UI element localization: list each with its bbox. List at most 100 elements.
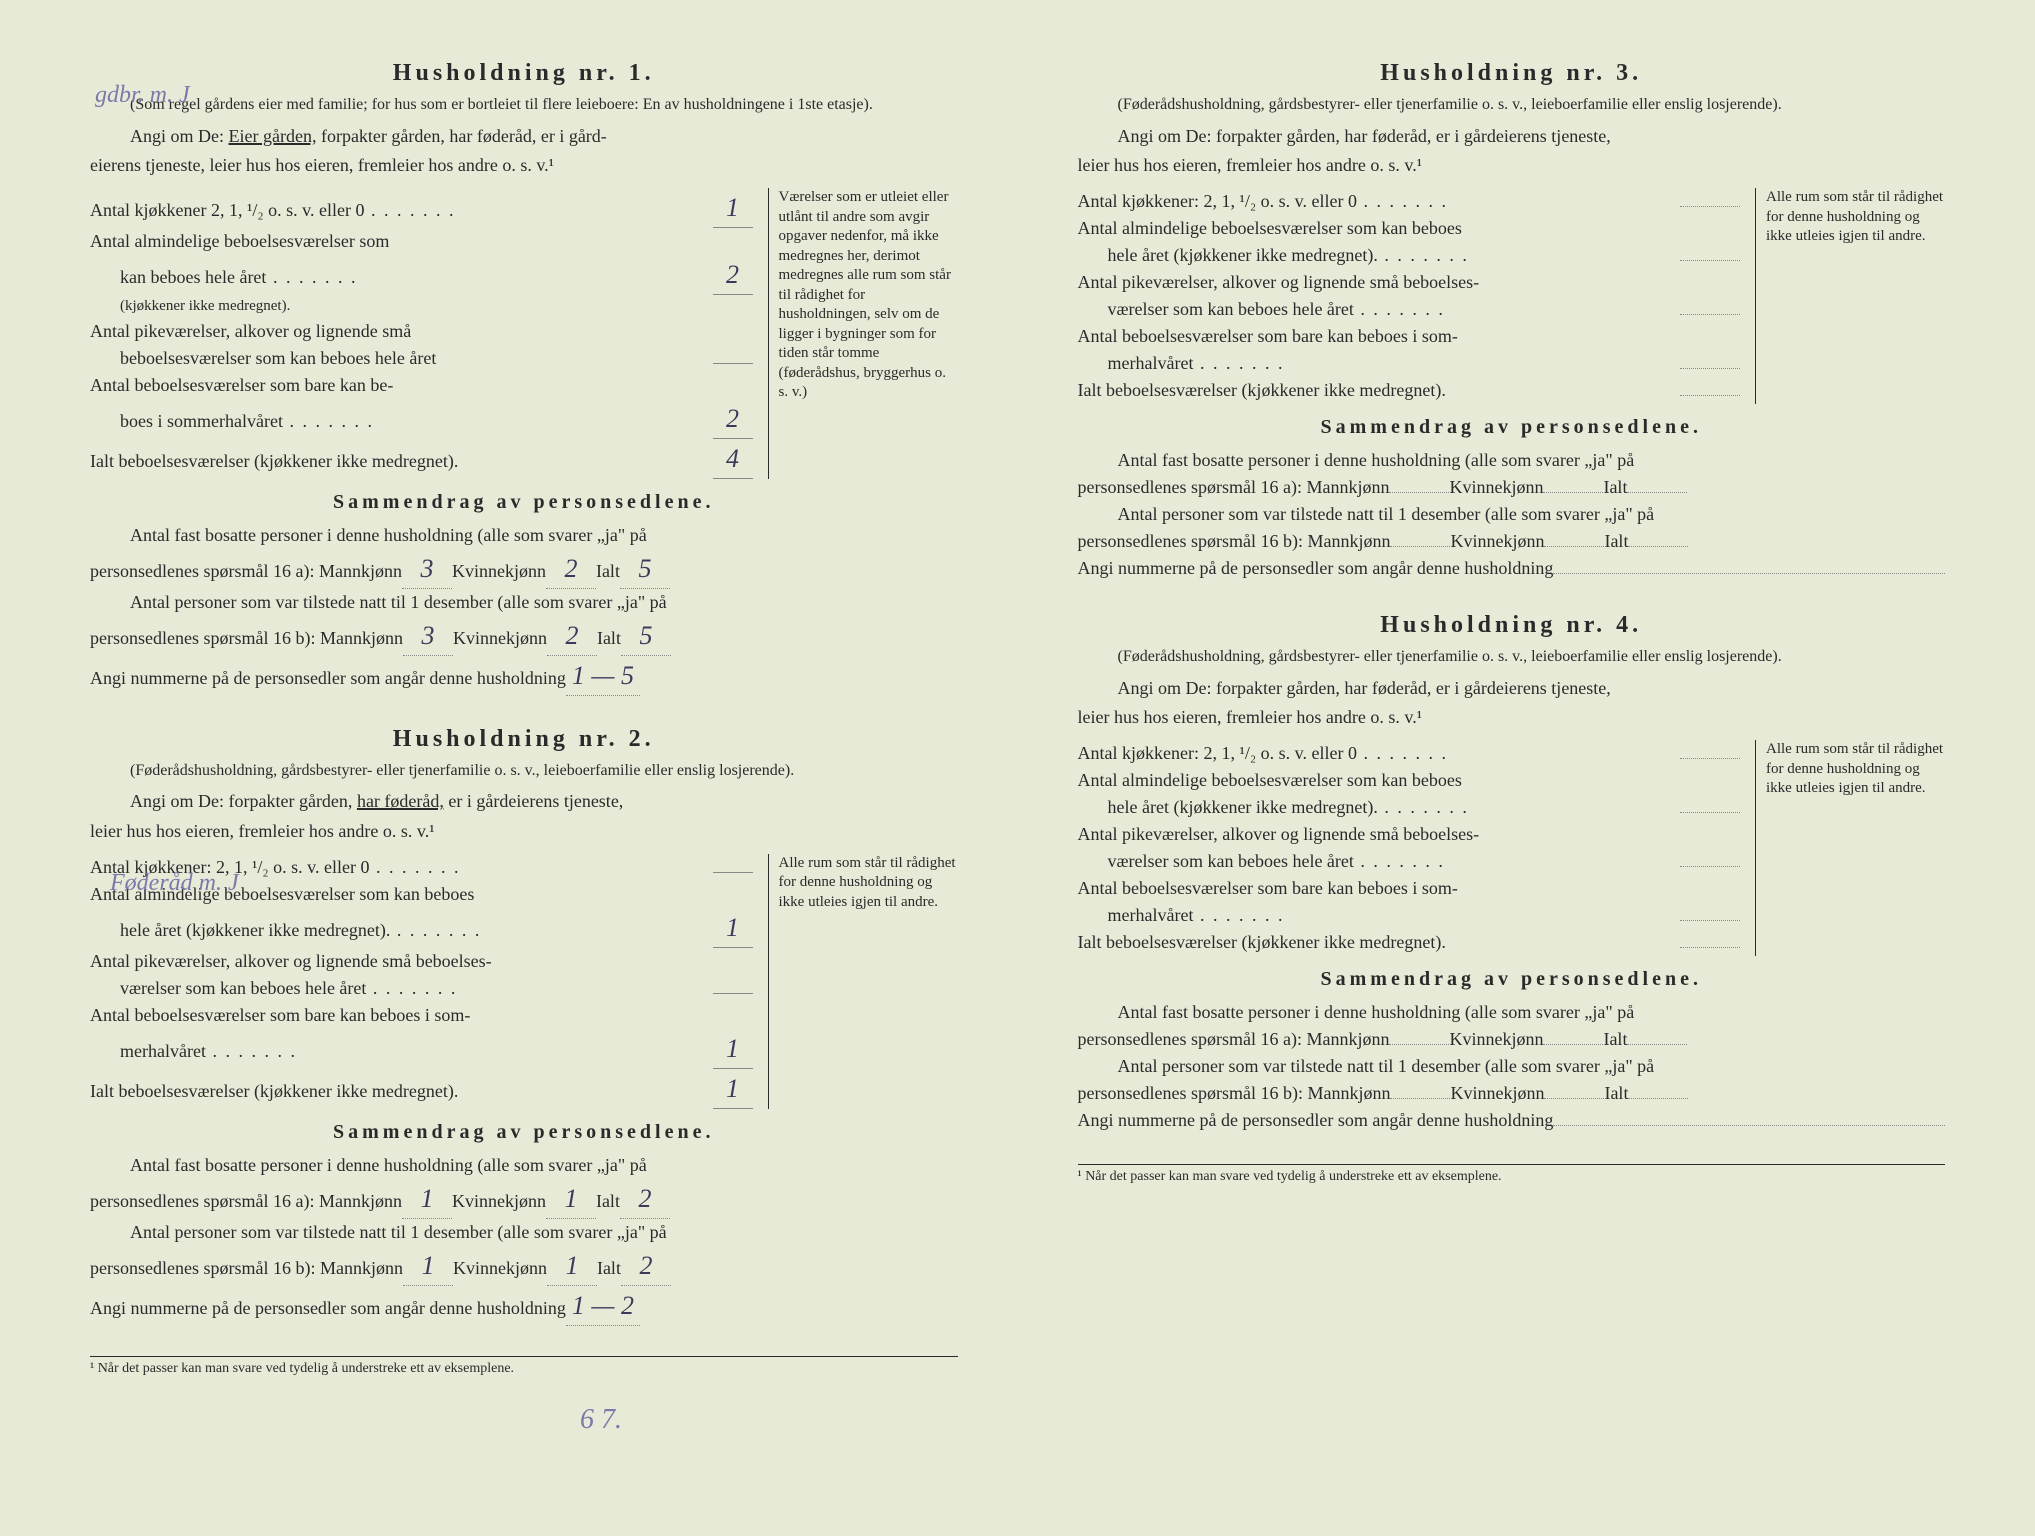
h2-pike-l2: værelser som kan beboes hele året [120,975,713,1002]
h3-m1 [1389,475,1449,493]
h3-summer-l1: Antal beboelsesværelser som bare kan beb… [1078,323,1741,350]
h2-rooms-l2: hele året (kjøkkener ikke medregnet). [120,917,713,944]
h1-sum-title: Sammendrag av personsedlene. [90,491,958,514]
household-2: Husholdning nr. 2. (Føderådshusholdning,… [90,726,958,1326]
h3-total-l: Ialt beboelsesværelser (kjøkkener ikke m… [1078,377,1681,404]
h3-sidebar: Alle rum som står til rådighet for denne… [1755,188,1945,404]
h2-k1: 1 [546,1179,596,1219]
h3-k1 [1543,475,1603,493]
h1-angi-rest: forpakter gården, har føderåd, er i gård… [316,126,606,146]
h2-nums-v: 1 — 2 [566,1286,640,1326]
h1-rooms-l2: kan beboes hele året [120,264,713,291]
h4-summer-l1: Antal beboelsesværelser som bare kan beb… [1078,875,1741,902]
h4-kl: Kvinnekjønn [1449,1026,1543,1053]
h1-sf2-pre: personsedlenes spørsmål 16 b): Mannkjønn [90,625,403,652]
h2-angi: Angi om De: forpakter gården, har føderå… [90,789,958,814]
h2-nums: Angi nummerne på de personsedler som ang… [90,1286,958,1326]
h1-sum-f2: personsedlenes spørsmål 16 b): Mannkjønn… [90,616,958,656]
h3-sum-l1: Antal fast bosatte personer i denne hush… [1078,447,1946,474]
h4-angi2: leier hus hos eieren, fremleier hos andr… [1078,705,1946,730]
h4-form-left: Antal kjøkkener: 2, 1, ¹/₂ o. s. v. elle… [1078,740,1741,956]
h2-m2: 1 [403,1246,453,1286]
h4-sidebar: Alle rum som står til rådighet for denne… [1755,740,1945,956]
h3-il: Ialt [1603,474,1627,501]
h4-k2 [1544,1081,1604,1099]
h1-sum-l1: Antal fast bosatte personer i denne hush… [90,522,958,549]
h1-rooms-l1: Antal almindelige beboelsesværelser som [90,228,753,255]
h2-m1: 1 [402,1179,452,1219]
h2-rooms-v: 1 [713,908,753,948]
footnote-right: ¹ Når det passer kan man svare ved tydel… [1078,1164,1946,1185]
h1-m1: 3 [402,549,452,589]
h2-sum-l1: Antal fast bosatte personer i denne hush… [90,1152,958,1179]
h4-i2 [1628,1081,1688,1099]
h3-sum-l2: Antal personer som var tilstede natt til… [1078,501,1946,528]
h4-form: Antal kjøkkener: 2, 1, ¹/₂ o. s. v. elle… [1078,740,1946,956]
h1-form-left: Antal kjøkkener 2, 1, ¹/₂ o. s. v. eller… [90,188,753,479]
h1-summer-l2: boes i sommerhalvåret [120,408,713,435]
h4-kitchens-v [1680,741,1740,759]
h3-il2: Ialt [1604,528,1628,555]
h1-title: Husholdning nr. 1. [90,60,958,87]
handwriting-bottom: 6 7. [580,1404,622,1436]
handwriting-top: gdbr. m. J [95,82,190,109]
h1-nums: Angi nummerne på de personsedler som ang… [90,656,958,696]
h2-sf2-pre: personsedlenes spørsmål 16 b): Mannkjønn [90,1255,403,1282]
h1-k1: 2 [546,549,596,589]
h4-i1 [1627,1027,1687,1045]
h3-summer-l2: merhalvåret [1108,350,1681,377]
h4-total-l: Ialt beboelsesværelser (kjøkkener ikke m… [1078,929,1681,956]
h4-pike-l2: værelser som kan beboes hele året [1108,848,1681,875]
h1-pike-v [713,363,753,364]
h3-sum-f2: personsedlenes spørsmål 16 b): Mannkjønn… [1078,528,1946,555]
h1-rooms-v: 2 [713,255,753,295]
h4-rooms-l2: hele året (kjøkkener ikke medregnet). [1108,794,1681,821]
h1-pike-l2: beboelsesværelser som kan beboes hele år… [120,345,713,372]
h2-sum-f2: personsedlenes spørsmål 16 b): Mannkjønn… [90,1246,958,1286]
h4-sum-f2: personsedlenes spørsmål 16 b): Mannkjønn… [1078,1080,1946,1107]
h1-kitchens-v: 1 [713,188,753,228]
h3-sum-title: Sammendrag av personsedlene. [1078,416,1946,439]
h3-pike-l2: værelser som kan beboes hele året [1108,296,1681,323]
h1-sum-l2: Antal personer som var tilstede natt til… [90,589,958,616]
h3-nums-v [1553,556,1945,574]
h1-total-v: 4 [713,439,753,479]
h2-total-l: Ialt beboelsesværelser (kjøkkener ikke m… [90,1078,713,1105]
h1-total-l: Ialt beboelsesværelser (kjøkkener ikke m… [90,448,713,475]
household-4: Husholdning nr. 4. (Føderådshusholdning,… [1078,612,1946,1134]
h3-rooms-l2: hele året (kjøkkener ikke medregnet). [1108,242,1681,269]
h2-il: Ialt [596,1188,620,1215]
h2-title: Husholdning nr. 2. [90,726,958,753]
h4-rooms-l1: Antal almindelige beboelsesværelser som … [1078,767,1741,794]
h3-kitchens-v [1680,189,1740,207]
h4-il: Ialt [1603,1026,1627,1053]
left-page: gdbr. m. J Husholdning nr. 1. (Som regel… [0,40,1018,1496]
h2-angi2: leier hus hos eieren, fremleier hos andr… [90,819,958,844]
h1-nums-v: 1 — 5 [566,656,640,696]
h1-i1: 5 [620,549,670,589]
h2-sf1-pre: personsedlenes spørsmål 16 a): Mannkjønn [90,1188,402,1215]
h4-k1 [1543,1027,1603,1045]
h1-sidebar: Værelser som er utleiet eller utlånt til… [768,188,958,479]
h2-k2: 1 [547,1246,597,1286]
h2-pike-v [713,993,753,994]
h2-sidebar: Alle rum som står til rådighet for denne… [768,854,958,1109]
h2-summer-l1: Antal beboelsesværelser som bare kan beb… [90,1002,753,1029]
h1-angi: Angi om De: Eier gården, forpakter gårde… [90,124,958,149]
h1-subtitle: (Som regel gårdens eier med familie; for… [90,95,958,116]
h2-kl2: Kvinnekjønn [453,1255,547,1282]
h3-kitchens-l: Antal kjøkkener: 2, 1, ¹/₂ o. s. v. elle… [1078,188,1681,215]
h2-sum-f1: personsedlenes spørsmål 16 a): Mannkjønn… [90,1179,958,1219]
h2-pike-l1: Antal pikeværelser, alkover og lignende … [90,948,753,975]
h3-sf1-pre: personsedlenes spørsmål 16 a): Mannkjønn [1078,474,1390,501]
h1-il2: Ialt [597,625,621,652]
h3-pike-l1: Antal pikeværelser, alkover og lignende … [1078,269,1741,296]
h4-m1 [1389,1027,1449,1045]
h2-angi-pre: Angi om De: forpakter gården, [130,791,357,811]
h4-summer-v [1680,903,1740,921]
h1-sf1-pre: personsedlenes spørsmål 16 a): Mannkjønn [90,558,402,585]
h3-kl2: Kvinnekjønn [1450,528,1544,555]
h1-summer-l1: Antal beboelsesværelser som bare kan be- [90,372,753,399]
h1-kl2: Kvinnekjønn [453,625,547,652]
h3-pike-v [1680,297,1740,315]
